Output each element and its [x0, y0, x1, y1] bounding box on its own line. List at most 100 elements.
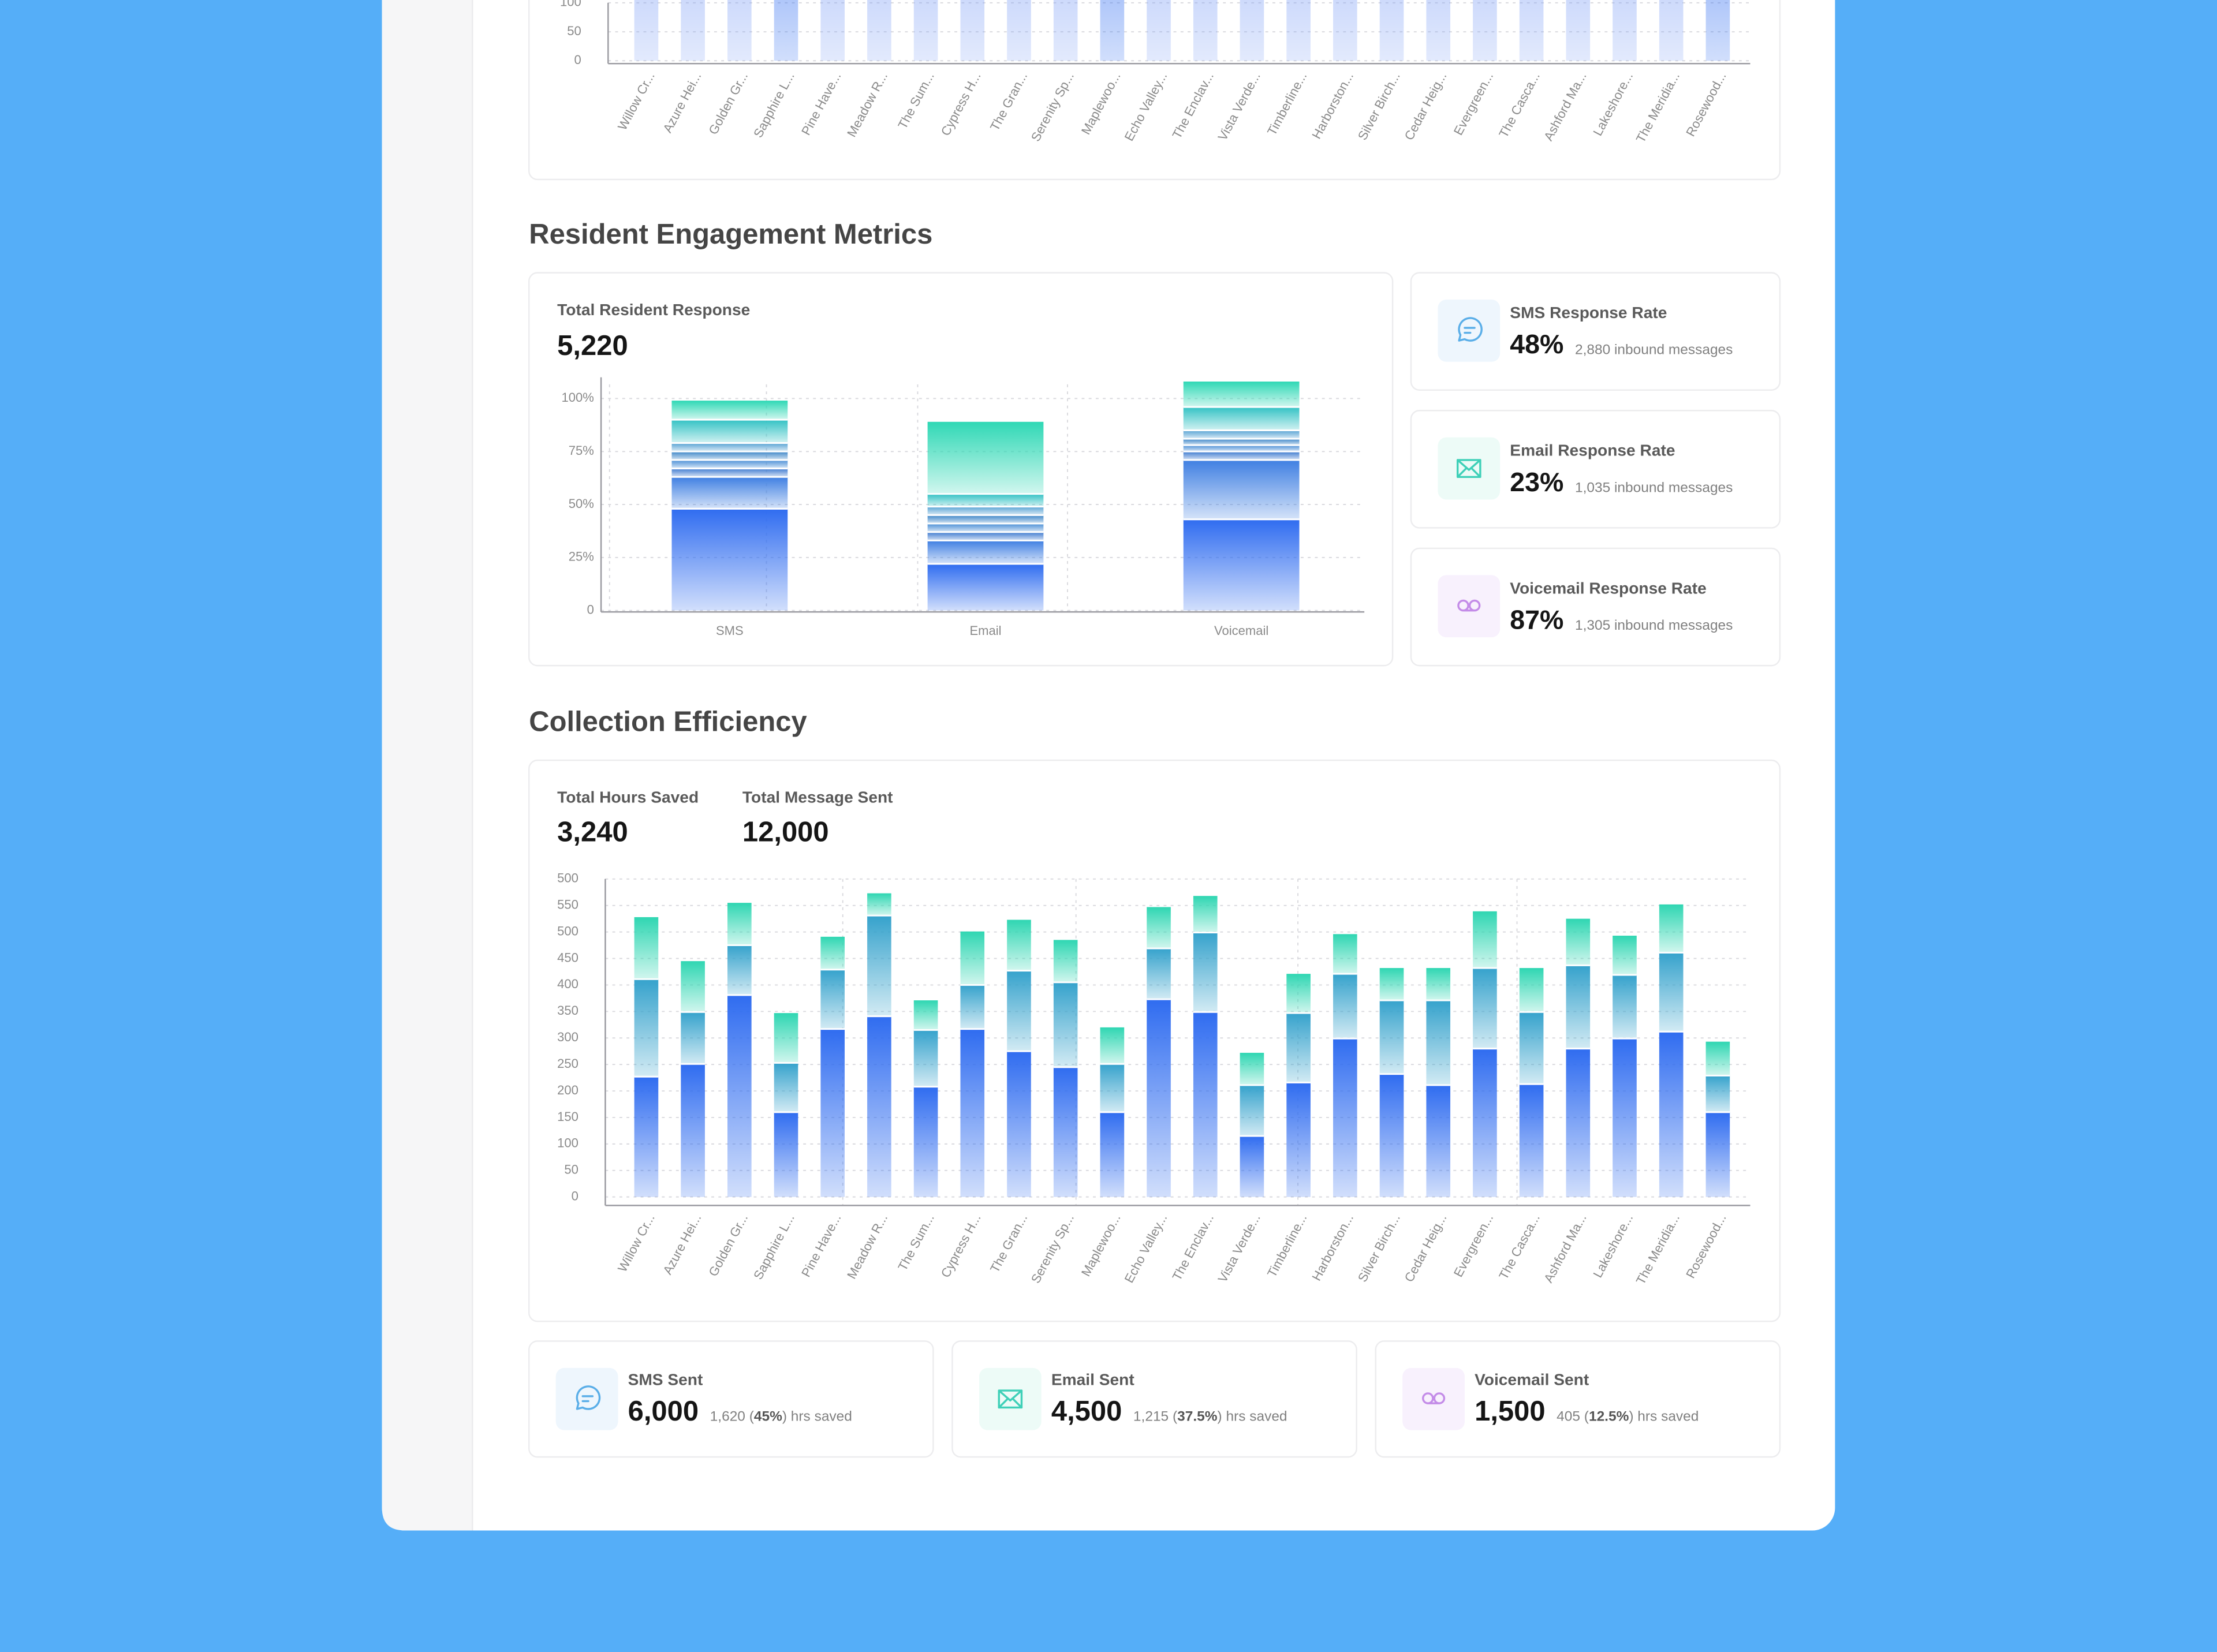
bar-segment [1183, 407, 1300, 431]
bar-segment [1193, 932, 1218, 1012]
icon-tile [555, 1367, 618, 1430]
bar [1100, 0, 1125, 61]
metric-detail: 1,035 inbound messages [1575, 480, 1733, 495]
bar-segment [671, 451, 788, 460]
bar-segment [960, 1029, 985, 1197]
x-tick-label: Voicemail [1214, 623, 1268, 638]
bar-segment [1613, 1038, 1637, 1197]
bar-segment [681, 1064, 705, 1197]
bar-segment [1100, 1064, 1125, 1112]
bar-segment [1147, 948, 1171, 1000]
bar-segment [1566, 965, 1591, 1049]
bar-segment [927, 524, 1044, 532]
bar-segment [634, 1077, 659, 1197]
bar-segment [1183, 459, 1300, 519]
bar-segment [913, 1086, 938, 1197]
bar-segment [1147, 999, 1171, 1197]
metric-card [1410, 272, 1781, 391]
bar [634, 0, 659, 61]
y-tick-label: 75% [569, 443, 594, 458]
bar-segment [820, 1029, 845, 1197]
metric-detail: 1,305 inbound messages [1575, 618, 1733, 633]
bar-segment [913, 1030, 938, 1087]
bar-segment [774, 1112, 798, 1197]
icon-sms [1458, 317, 1483, 342]
metric-title: Email Response Rate [1510, 442, 1675, 459]
bar-segment [1473, 1048, 1497, 1197]
bar-segment [1100, 1027, 1125, 1064]
stat-value: 5,220 [557, 330, 628, 361]
bar-segment [1193, 896, 1218, 933]
metric-value: 48% [1510, 329, 1563, 359]
bar-segment [1007, 1051, 1031, 1197]
bar-segment [727, 995, 752, 1197]
bar [1147, 0, 1171, 61]
bar-segment [671, 401, 788, 420]
sent-detail: 405 (12.5%) hrs saved [1557, 1409, 1699, 1425]
bar-segment [1147, 907, 1171, 949]
bar-segment [960, 931, 985, 985]
detail-bold: 45% [754, 1409, 782, 1425]
y-tick-label: 250 [557, 1056, 578, 1071]
bar [1659, 0, 1684, 61]
bar-segment [1613, 974, 1637, 1039]
y-tick-label: 400 [557, 977, 578, 991]
sent-title: Voicemail Sent [1475, 1370, 1589, 1388]
sent-value: 4,500 [1051, 1396, 1122, 1427]
sent-detail: 1,620 (45%) hrs saved [710, 1409, 852, 1425]
metric-title: Voicemail Response Rate [1510, 579, 1706, 597]
detail-bold: 12.5% [1589, 1409, 1629, 1425]
sent-value: 6,000 [628, 1396, 699, 1427]
bar-segment [774, 1063, 798, 1112]
bar-segment [1053, 940, 1078, 982]
bar [960, 0, 985, 61]
y-tick-label: 150 [557, 1109, 578, 1124]
y-tick-label: 500 [557, 924, 578, 938]
stat-value: 3,240 [557, 816, 628, 847]
bar [1286, 0, 1311, 61]
y-tick-label: 50 [564, 1163, 578, 1177]
bar-segment [927, 540, 1044, 564]
bar [1566, 0, 1591, 61]
bar-segment [1473, 911, 1497, 969]
bar [913, 0, 938, 61]
engagement-cards: SMS Response Rate 48% 2,880 inbound messag… [1410, 272, 1781, 667]
metric-card [1410, 409, 1781, 529]
bar-segment [1286, 1082, 1311, 1197]
bar-segment [1613, 936, 1637, 975]
detail-end: ) hrs saved [782, 1409, 852, 1425]
bar [1007, 0, 1031, 61]
bar-segment [927, 421, 1044, 494]
sent-title: Email Sent [1051, 1370, 1135, 1388]
bar-segment [1183, 451, 1300, 460]
bar-segment [1426, 1085, 1451, 1197]
bar-segment [1379, 1000, 1404, 1074]
bar [820, 0, 845, 61]
bar-segment [867, 1016, 891, 1197]
bar-segment [1286, 1013, 1311, 1083]
sent-card [528, 1340, 934, 1458]
section-heading: Resident Engagement Metrics [529, 219, 932, 250]
bar-segment [820, 969, 845, 1029]
bar-segment [671, 420, 788, 443]
y-tick-label: 50% [569, 496, 594, 511]
bar [1519, 0, 1544, 61]
icon-email [1457, 459, 1481, 478]
metric-value: 87% [1510, 605, 1563, 635]
bar-segment [1566, 918, 1591, 966]
bar-segment [774, 1013, 798, 1063]
bar-segment [671, 459, 788, 469]
sent-card [951, 1340, 1357, 1458]
icon-voicemail [1457, 599, 1481, 612]
bar-segment [1426, 968, 1451, 1001]
bar-segment [927, 532, 1044, 541]
bar-segment [1183, 445, 1300, 452]
bar-segment [820, 936, 845, 970]
bar [1379, 0, 1404, 61]
bar-segment [1659, 904, 1684, 953]
bar-segment [1183, 382, 1300, 408]
y-tick-label: 300 [557, 1030, 578, 1044]
detail-end: ) hrs saved [1218, 1409, 1287, 1425]
bar-segment [1705, 1075, 1730, 1112]
bar-segment [671, 443, 788, 452]
